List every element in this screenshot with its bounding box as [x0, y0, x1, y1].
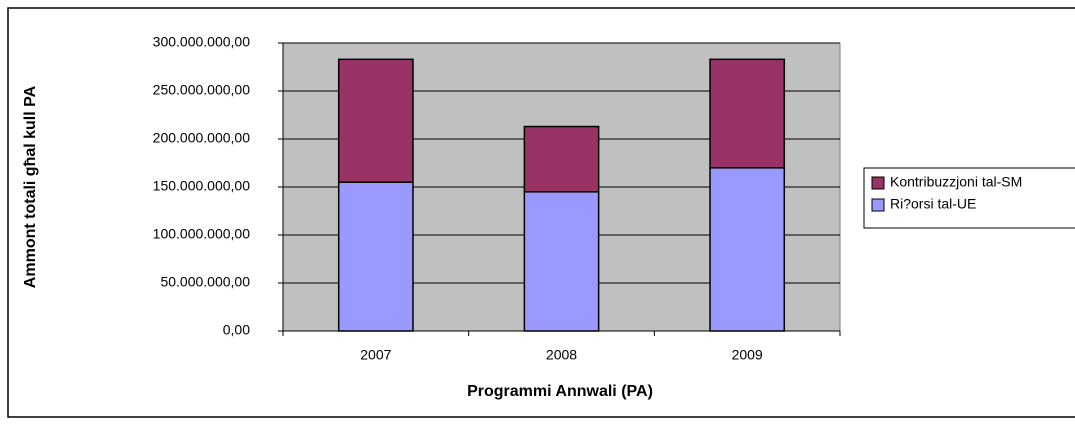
bar-segment [337, 58, 414, 183]
x-tick-label: 2009 [732, 347, 763, 363]
y-tick-label: 100.000.000,00 [153, 226, 251, 242]
x-tick-label: 2007 [360, 347, 391, 363]
x-axis-title: Programmi Annwali (PA) [467, 383, 653, 400]
y-tick-label: 200.000.000,00 [153, 130, 251, 146]
x-tick-label: 2008 [546, 347, 577, 363]
legend-label: Kontribuzzjoni tal-SM [890, 174, 1022, 190]
legend-swatch [871, 198, 885, 212]
y-tick-label: 250.000.000,00 [153, 82, 251, 98]
legend-swatch [871, 176, 885, 190]
bar-segment [709, 58, 786, 169]
y-axis-title: Ammont totali għal kull PA [22, 85, 39, 288]
y-tick-label: 0,00 [223, 322, 250, 338]
bar-segment [523, 191, 600, 332]
bar-segment [523, 125, 600, 193]
bar-segment [709, 167, 786, 332]
y-tick-label: 300.000.000,00 [153, 34, 251, 50]
bar-segment [337, 181, 414, 332]
legend-box [863, 167, 1075, 229]
y-tick-label: 150.000.000,00 [153, 178, 251, 194]
legend-label: Ri?orsi tal-UE [890, 196, 976, 212]
y-tick-label: 50.000.000,00 [160, 274, 250, 290]
